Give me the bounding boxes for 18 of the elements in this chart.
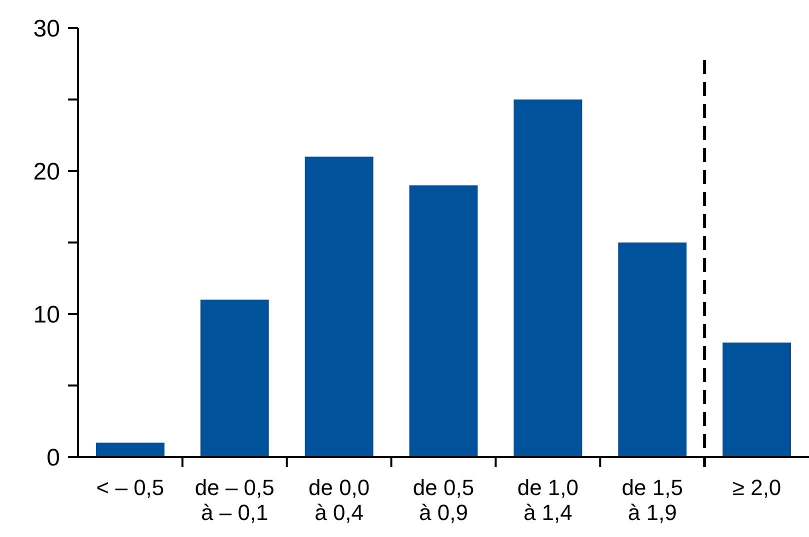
bar bbox=[409, 185, 478, 457]
x-tick-label: < – 0,5 bbox=[96, 475, 164, 500]
y-tick-label: 20 bbox=[33, 158, 60, 186]
x-tick-label: de 1,5 à 1,9 bbox=[622, 475, 683, 525]
bar bbox=[96, 442, 164, 457]
x-tick-label: de 0,5 à 0,9 bbox=[412, 475, 474, 525]
bar bbox=[200, 300, 269, 457]
y-tick-label: 10 bbox=[33, 301, 60, 328]
x-tick-label: de 1,0 à 1,4 bbox=[517, 475, 579, 525]
x-tick-label: de – 0,5 à – 0,1 bbox=[194, 475, 274, 525]
x-tick-label: de 0,0 à 0,4 bbox=[308, 475, 370, 525]
y-tick-label: 0 bbox=[46, 444, 60, 472]
bar bbox=[304, 156, 374, 457]
bar bbox=[722, 342, 791, 457]
bar bbox=[618, 242, 687, 457]
x-tick-label: ≥ 2,0 bbox=[732, 475, 782, 500]
y-tick-label: 30 bbox=[33, 15, 60, 42]
bar bbox=[514, 100, 582, 457]
